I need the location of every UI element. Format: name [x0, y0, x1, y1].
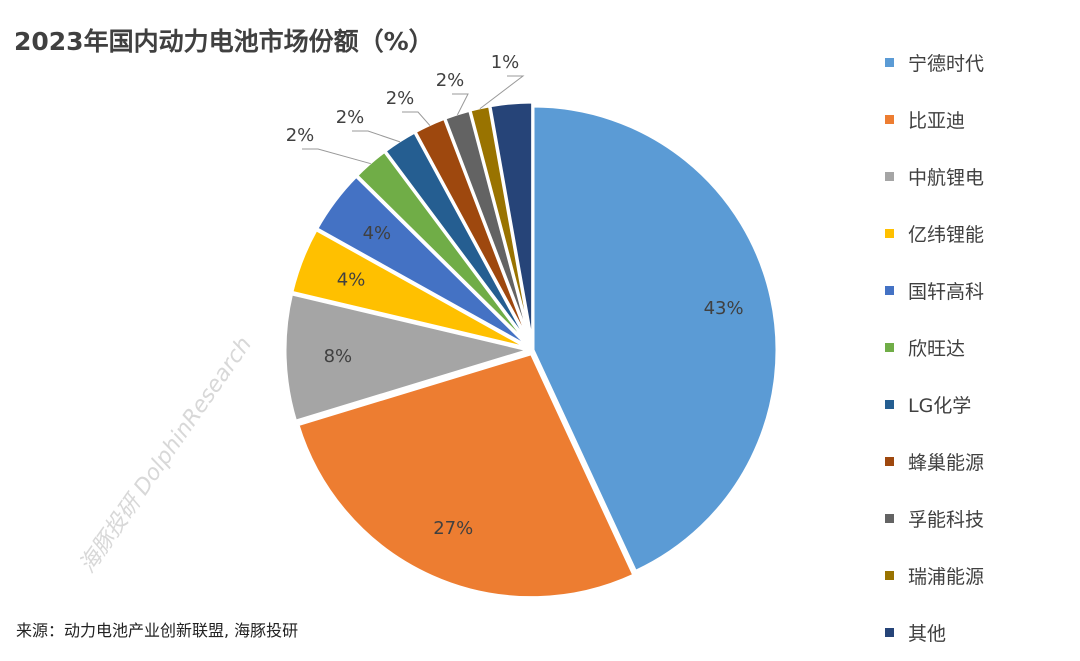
legend-label: 比亚迪 [908, 110, 966, 132]
legend-label: 中航锂电 [908, 167, 985, 189]
legend-item: 中航锂电 [885, 148, 984, 205]
legend-swatch [885, 58, 894, 67]
legend-item: 欣旺达 [885, 319, 984, 376]
legend-item: 国轩高科 [885, 262, 984, 319]
legend-swatch [885, 229, 894, 238]
legend-label: 宁德时代 [908, 53, 985, 75]
legend-swatch [885, 571, 894, 580]
pie-slice-1 [296, 351, 636, 600]
legend-item: LG化学 [885, 376, 984, 433]
chart-title: 2023年国内动力电池市场份额（%） [14, 27, 434, 56]
legend-item: 宁德时代 [885, 34, 984, 91]
source-note: 来源：动力电池产业创新联盟, 海豚投研 [16, 621, 299, 640]
legend-swatch [885, 514, 894, 523]
legend-item: 其他 [885, 604, 984, 661]
legend-item: 孚能科技 [885, 490, 984, 547]
legend-item: 比亚迪 [885, 91, 984, 148]
legend-label: 孚能科技 [908, 509, 985, 531]
legend-label: LG化学 [908, 395, 972, 417]
legend-swatch [885, 172, 894, 181]
data-label: 27% [433, 518, 473, 539]
legend-label: 亿纬锂能 [908, 224, 985, 246]
legend-label: 其他 [908, 623, 947, 645]
data-label: 2% [286, 125, 315, 146]
legend-swatch [885, 628, 894, 637]
data-label: 1% [491, 52, 520, 73]
leader-line [352, 130, 401, 143]
legend-label: 蜂巢能源 [908, 452, 985, 474]
legend-label: 欣旺达 [908, 338, 966, 360]
legend-swatch [885, 400, 894, 409]
pie-slice-10 [488, 100, 535, 347]
legend-swatch [885, 457, 894, 466]
legend-swatch [885, 343, 894, 352]
data-label: 2% [436, 70, 465, 91]
data-label: 8% [324, 346, 353, 367]
legend-item: 亿纬锂能 [885, 205, 984, 262]
data-label: 43% [704, 298, 744, 319]
legend: 宁德时代比亚迪中航锂电亿纬锂能国轩高科欣旺达 LG化学蜂巢能源孚能科技瑞浦能源其他 [885, 34, 984, 661]
leader-line [479, 75, 525, 110]
legend-label: 国轩高科 [908, 281, 985, 303]
legend-item: 蜂巢能源 [885, 433, 984, 490]
leader-line [302, 148, 371, 165]
legend-item: 瑞浦能源 [885, 547, 984, 604]
data-label: 4% [337, 269, 366, 290]
data-label: 2% [386, 88, 415, 109]
legend-label: 瑞浦能源 [908, 566, 985, 588]
pie-slice-0 [531, 104, 779, 574]
leader-line [402, 111, 431, 126]
data-label: 2% [336, 107, 365, 128]
pie-slice-2 [283, 292, 535, 424]
leader-line [452, 93, 469, 116]
data-label: 4% [363, 223, 392, 244]
legend-swatch [885, 115, 894, 124]
legend-swatch [885, 286, 894, 295]
